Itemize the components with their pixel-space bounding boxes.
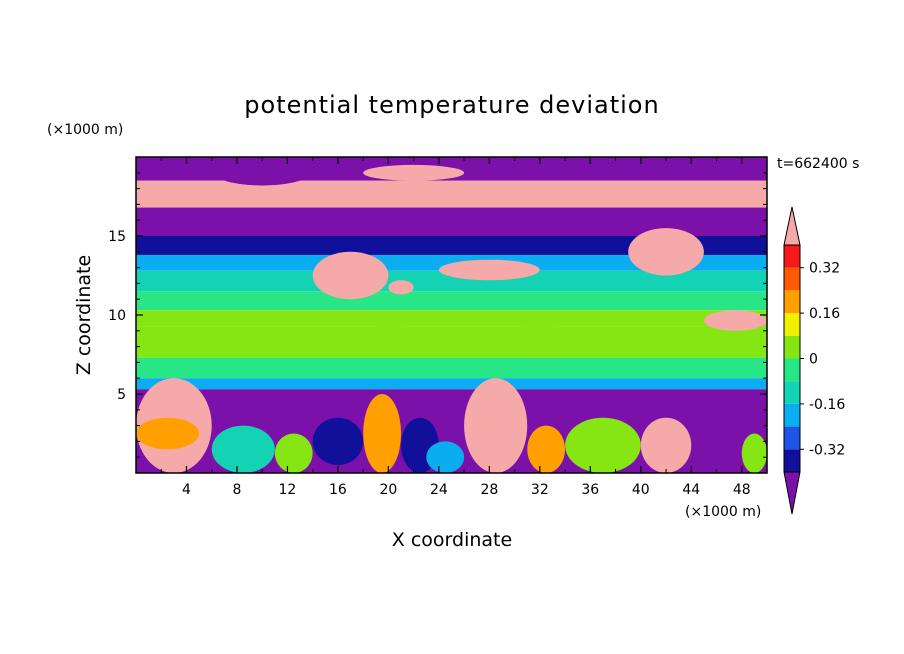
colorbar-tick-label: 0.32 [809,261,840,277]
colorbar-segment-2 [784,403,800,427]
colorbar-tick-label: 0 [809,352,818,368]
contour-plot [135,156,768,474]
colorbar-extend-max [783,206,801,246]
x-tick-label: 24 [430,482,448,498]
x-tick-label: 16 [329,482,347,498]
contour-patch-2 [312,251,389,300]
contour-band-10 [136,378,767,390]
contour-band-8 [136,326,767,358]
contour-band-4 [136,254,767,271]
contour-patch-19 [565,417,641,473]
colorbar-extend-min [783,471,801,515]
colorbar-segment-6 [784,313,800,336]
contour-patch-6 [703,310,767,331]
contour-patch-4 [438,259,540,281]
chart-title: potential temperature deviation [244,91,659,119]
colorbar: -0.32 -0.16 0 0.16 0.32 [783,206,845,515]
x-tick-label: 28 [480,482,498,498]
contour-band-5 [136,270,767,292]
contour-patch-0 [211,157,313,186]
contour-patch-16 [426,441,465,473]
contour-band-7 [136,310,767,327]
colorbar-tick-label: 0.16 [809,306,840,322]
x-axis-ticks: 4 8 12 16 20 24 28 32 36 40 44 48 [160,157,751,498]
contour-patch-11 [211,425,275,473]
contour-patch-22 [741,433,767,473]
z-tick-label: 5 [117,387,126,403]
x-tick-label: 44 [682,482,700,498]
contour-patch-7 [337,326,439,350]
contour-patch-13 [312,417,364,466]
colorbar-segment-5 [784,335,800,359]
contour-patch-8 [464,326,616,358]
contour-patch-1 [363,164,465,181]
x-tick-label: 48 [733,482,751,498]
colorbar-segment-4 [784,358,800,382]
colorbar-tick-label: -0.16 [809,397,845,413]
contour-patch-3 [388,280,414,295]
x-tick-label: 4 [182,482,191,498]
contour-patch-21 [691,409,742,466]
z-tick-label: 15 [108,229,126,245]
contour-patch-20 [640,417,692,473]
x-tick-label: 20 [379,482,397,498]
x-unit-label: (×1000 m) [685,504,761,520]
x-tick-label: 36 [581,482,599,498]
x-axis-label: X coordinate [392,529,512,551]
contour-patch-14 [363,394,402,473]
contour-band-9 [136,357,767,379]
colorbar-segment-3 [784,381,800,404]
contour-patch-10 [136,417,200,450]
x-tick-label: 8 [232,482,241,498]
colorbar-segment-0 [784,449,800,472]
colorbar-segment-8 [784,267,800,291]
contour-patch-18 [527,425,566,473]
colorbar-segment-1 [784,426,800,450]
time-label: t=662400 s [777,156,859,172]
z-axis-ticks: 5 10 15 [108,172,767,458]
colorbar-segment-9 [784,245,800,268]
z-axis-label: Z coordinate [73,255,95,375]
z-unit-label: (×1000 m) [47,122,123,138]
contour-patch-12 [274,433,313,473]
z-tick-label: 10 [108,308,126,324]
x-tick-label: 40 [632,482,650,498]
contour-band-3 [136,236,767,255]
x-tick-label: 32 [531,482,549,498]
colorbar-tick-label: -0.32 [809,442,845,458]
contour-band-6 [136,291,767,311]
contour-patch-5 [628,228,704,276]
contour-band-1 [136,180,767,208]
x-tick-label: 12 [279,482,297,498]
contour-patch-17 [464,378,528,473]
colorbar-segment-7 [784,290,800,314]
